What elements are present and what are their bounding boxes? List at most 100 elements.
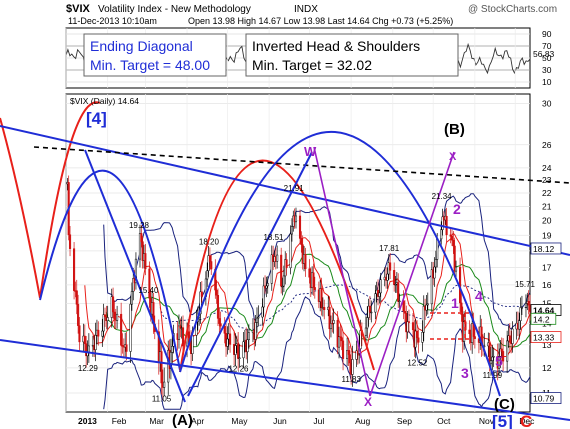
candle-body xyxy=(368,305,372,313)
price-tick-label: 16 xyxy=(542,280,552,290)
candle-body xyxy=(148,268,151,299)
candle-body xyxy=(417,337,420,343)
candle-body xyxy=(329,323,333,330)
candle-body xyxy=(348,354,351,364)
candle-body xyxy=(177,325,181,340)
blue-cycle-2 xyxy=(179,130,501,397)
candle-body xyxy=(294,215,298,223)
candle-body xyxy=(261,306,264,318)
blue-segment-left xyxy=(84,149,186,403)
peak-value-label: 12.52 xyxy=(407,359,428,368)
candle-body xyxy=(207,255,210,271)
head-shoulders-box: Inverted Head & Shoulders Min. Target = … xyxy=(245,33,459,77)
wave-label-x-top: X xyxy=(449,151,457,163)
x-tick-label: Nov xyxy=(479,416,495,426)
candle-body xyxy=(238,357,241,359)
candle-body xyxy=(366,317,369,329)
candle-body xyxy=(83,335,86,344)
right-label-text: 14.2 xyxy=(533,314,550,324)
candle-body xyxy=(276,254,279,262)
candle-body xyxy=(374,293,377,313)
price-tick-label: 23 xyxy=(542,175,552,185)
bollinger-lower-line xyxy=(103,296,531,410)
peak-value-label: 15.71 xyxy=(515,280,536,289)
price-tick-label: 12 xyxy=(542,363,552,373)
magenta-line-1 xyxy=(313,146,371,397)
candle-body xyxy=(337,336,341,348)
candle-body xyxy=(415,330,419,339)
candle-body xyxy=(468,329,471,334)
candle-body xyxy=(403,310,406,314)
candle-body xyxy=(282,275,285,287)
wave-label-5-primary: [5] xyxy=(492,412,513,429)
ending-diagonal-lower xyxy=(0,339,570,421)
candle-body xyxy=(255,317,259,323)
candle-body xyxy=(441,216,444,230)
candle-body xyxy=(440,229,443,240)
candle-body xyxy=(130,291,133,305)
candle-body xyxy=(97,329,100,337)
candle-body xyxy=(266,283,269,287)
right-label-text: 13.33 xyxy=(533,333,555,343)
candle-body xyxy=(290,226,293,235)
candle-body xyxy=(398,300,401,303)
candle-body xyxy=(116,313,119,321)
candle-body xyxy=(242,341,245,359)
candle-body xyxy=(454,266,458,272)
candle-body xyxy=(281,285,284,288)
rsi-tick-label: 30 xyxy=(542,65,552,75)
candle-body xyxy=(262,285,265,308)
candle-body xyxy=(518,320,521,330)
price-tick-label: 22 xyxy=(542,188,552,198)
ending-diagonal-title: Ending Diagonal xyxy=(90,38,193,54)
candle-body xyxy=(223,325,226,334)
wave-label-c: C xyxy=(520,412,532,429)
peak-value-label: 21.91 xyxy=(284,184,305,193)
candle-body xyxy=(378,292,381,297)
candle-body xyxy=(234,345,237,355)
candle-body xyxy=(379,279,382,294)
ending-diagonal-target: Min. Target = 48.00 xyxy=(90,57,210,73)
candle-body xyxy=(289,233,292,269)
candle-body xyxy=(500,348,503,352)
candle-body xyxy=(216,295,220,319)
candle-body xyxy=(144,253,147,270)
candle-body xyxy=(191,334,194,354)
date-line: 11-Dec-2013 10:10am xyxy=(68,16,157,26)
candle-body xyxy=(336,320,339,348)
candle-body xyxy=(200,291,203,297)
price-tick-label: 30 xyxy=(542,98,552,108)
candle-body xyxy=(386,273,389,281)
price-tick-label: 26 xyxy=(542,140,552,150)
candle-body xyxy=(426,303,429,306)
candle-body xyxy=(94,335,97,350)
candle-body xyxy=(101,330,104,337)
candle-body xyxy=(520,307,523,309)
candle-body xyxy=(257,316,260,319)
candle-body xyxy=(78,325,81,343)
candle-body xyxy=(138,233,142,260)
candle-body xyxy=(421,332,424,343)
right-label-box xyxy=(530,331,562,343)
rsi-tick-label: 10 xyxy=(542,77,552,87)
candle-body xyxy=(524,303,528,308)
candle-body xyxy=(364,327,367,336)
candle-body xyxy=(450,236,454,241)
candle-body xyxy=(463,321,466,342)
ending-diagonal-box: Ending Diagonal Min. Target = 48.00 xyxy=(83,33,227,77)
x-tick-label: 2013 xyxy=(78,416,97,426)
red-cycle-2 xyxy=(179,159,375,373)
candle-body xyxy=(519,307,522,321)
candle-body xyxy=(300,238,303,245)
candle-body xyxy=(499,348,502,357)
blue-segment-a xyxy=(187,151,313,397)
candle-body xyxy=(140,233,143,242)
x-tick-label: Feb xyxy=(112,416,127,426)
candle-body xyxy=(73,248,76,291)
candle-body xyxy=(460,302,463,315)
magenta-line-2 xyxy=(369,151,455,397)
candle-body xyxy=(430,269,433,305)
x-tick-label: Mar xyxy=(149,416,164,426)
peak-value-label: 12.29 xyxy=(78,364,99,373)
candle-body xyxy=(397,282,400,302)
